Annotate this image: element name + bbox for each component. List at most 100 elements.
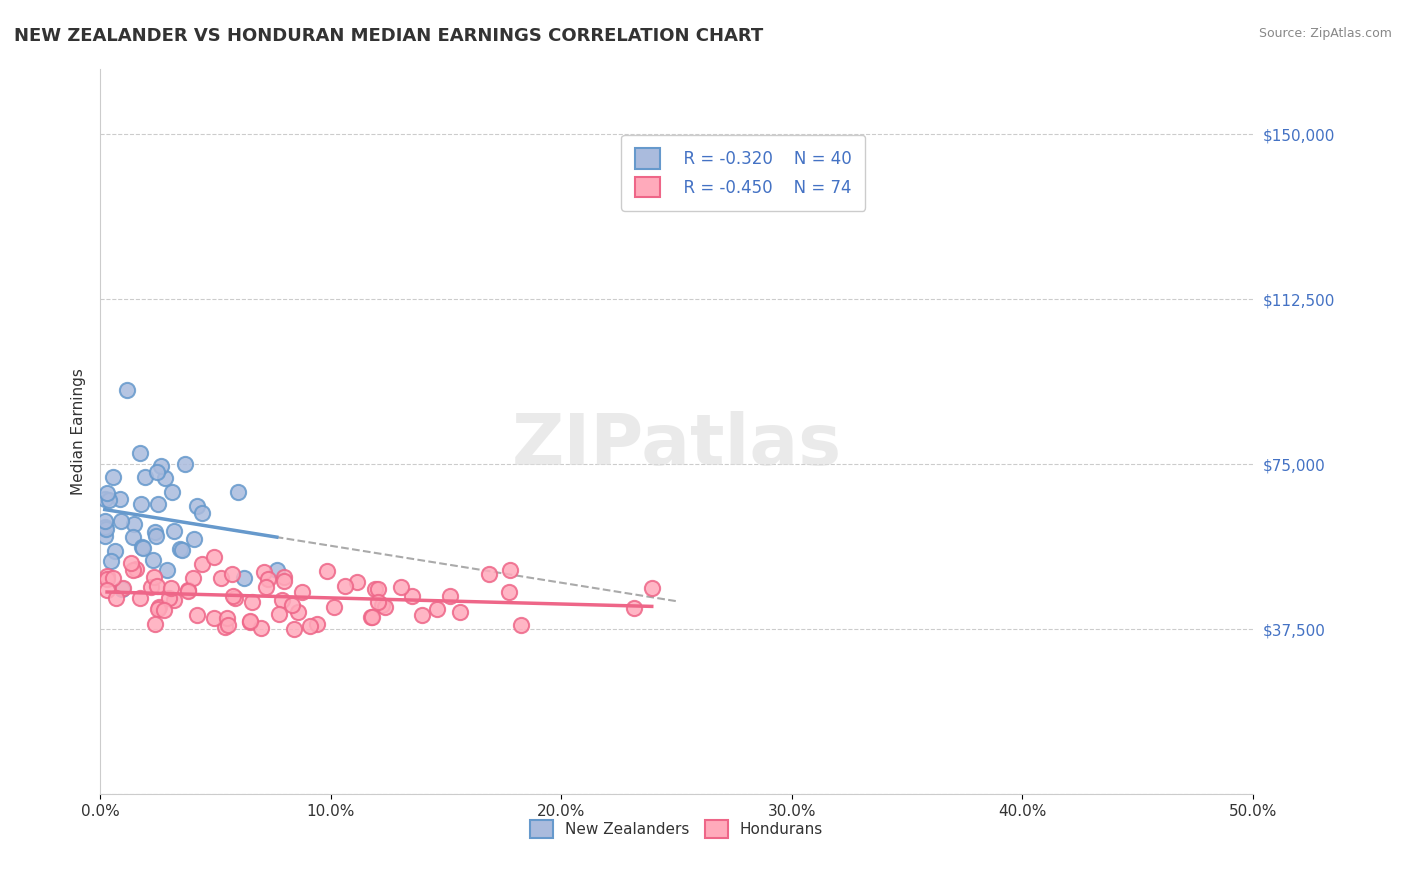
Point — [323, 599, 346, 614]
Point — [290, 585, 312, 599]
Point — [240, 595, 263, 609]
Point — [125, 562, 148, 576]
Point — [239, 615, 262, 630]
Point — [108, 491, 131, 506]
Point — [250, 621, 273, 635]
Point — [266, 563, 288, 577]
Point — [100, 554, 122, 568]
Point — [191, 557, 214, 571]
Point — [156, 563, 179, 577]
Point — [96, 572, 118, 586]
Point — [307, 616, 329, 631]
Point — [221, 566, 243, 581]
Point — [439, 589, 461, 603]
Point — [101, 470, 124, 484]
Point — [93, 492, 115, 507]
Point — [149, 458, 172, 473]
Point — [145, 529, 167, 543]
Point — [183, 533, 205, 547]
Point — [214, 620, 236, 634]
Point — [148, 600, 170, 615]
Point — [478, 566, 501, 581]
Point — [160, 581, 183, 595]
Point — [110, 514, 132, 528]
Point — [641, 581, 664, 595]
Point — [146, 601, 169, 615]
Point — [202, 611, 225, 625]
Point — [267, 607, 290, 621]
Point — [361, 610, 384, 624]
Point — [146, 465, 169, 479]
Point — [134, 469, 156, 483]
Point — [298, 619, 321, 633]
Point — [239, 614, 262, 628]
Point — [281, 598, 304, 612]
Point — [271, 593, 294, 607]
Point — [333, 579, 356, 593]
Point — [93, 514, 115, 528]
Point — [217, 611, 239, 625]
Point — [143, 524, 166, 539]
Point — [105, 591, 128, 605]
Point — [222, 590, 245, 604]
Point — [257, 572, 280, 586]
Point — [163, 524, 186, 538]
Point — [389, 580, 412, 594]
Point — [367, 595, 389, 609]
Point — [346, 575, 368, 590]
Point — [217, 618, 239, 632]
Point — [143, 570, 166, 584]
Point — [142, 553, 165, 567]
Point — [202, 550, 225, 565]
Point — [186, 608, 208, 623]
Point — [509, 618, 531, 632]
Point — [121, 557, 143, 571]
Point — [174, 457, 197, 471]
Point — [121, 563, 143, 577]
Point — [287, 605, 309, 619]
Point — [153, 471, 176, 485]
Point — [177, 582, 200, 597]
Point — [157, 591, 180, 605]
Point — [364, 582, 387, 596]
Point — [371, 598, 394, 612]
Point — [152, 602, 174, 616]
Point — [131, 540, 153, 554]
Point — [129, 446, 152, 460]
Point — [233, 571, 256, 585]
Point — [449, 605, 471, 619]
Point — [191, 506, 214, 520]
Point — [209, 571, 232, 585]
Point — [360, 609, 382, 624]
Point — [373, 600, 395, 615]
Point — [401, 589, 423, 603]
Point — [162, 484, 184, 499]
Point — [128, 591, 150, 606]
Text: NEW ZEALANDER VS HONDURAN MEDIAN EARNINGS CORRELATION CHART: NEW ZEALANDER VS HONDURAN MEDIAN EARNING… — [14, 27, 763, 45]
Point — [367, 582, 389, 596]
Point — [101, 571, 124, 585]
Point — [131, 497, 153, 511]
Point — [93, 520, 115, 534]
Point — [143, 617, 166, 632]
Point — [98, 493, 121, 508]
Legend: New Zealanders, Hondurans: New Zealanders, Hondurans — [523, 814, 830, 845]
Point — [181, 571, 204, 585]
Y-axis label: Median Earnings: Median Earnings — [72, 368, 86, 495]
Point — [273, 574, 295, 589]
Point — [283, 622, 305, 636]
Point — [172, 543, 194, 558]
Point — [163, 593, 186, 607]
Point — [104, 544, 127, 558]
Point — [273, 570, 295, 584]
Point — [122, 530, 145, 544]
Point — [169, 541, 191, 556]
Point — [96, 568, 118, 582]
Point — [426, 602, 449, 616]
Point — [111, 582, 134, 597]
Point — [139, 580, 162, 594]
Point — [122, 516, 145, 531]
Point — [498, 585, 520, 599]
Point — [96, 486, 118, 500]
Point — [186, 499, 208, 513]
